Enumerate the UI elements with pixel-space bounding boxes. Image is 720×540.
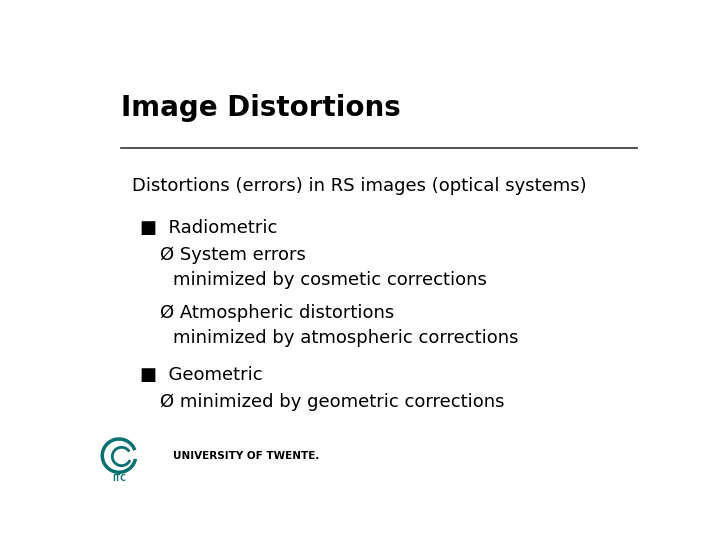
Text: UNIVERSITY OF TWENTE.: UNIVERSITY OF TWENTE. [173,451,319,461]
Text: minimized by atmospheric corrections: minimized by atmospheric corrections [173,329,518,347]
Text: Distortions (errors) in RS images (optical systems): Distortions (errors) in RS images (optic… [132,177,587,195]
Text: Image Distortions: Image Distortions [121,94,400,122]
Text: Ø minimized by geometric corrections: Ø minimized by geometric corrections [160,393,504,411]
Text: Ø System errors: Ø System errors [160,246,305,264]
Text: ■  Geometric: ■ Geometric [140,366,263,384]
Text: ITC: ITC [112,474,126,483]
Text: ■  Radiometric: ■ Radiometric [140,219,278,237]
Text: minimized by cosmetic corrections: minimized by cosmetic corrections [173,271,487,288]
Text: Ø Atmospheric distortions: Ø Atmospheric distortions [160,304,394,322]
